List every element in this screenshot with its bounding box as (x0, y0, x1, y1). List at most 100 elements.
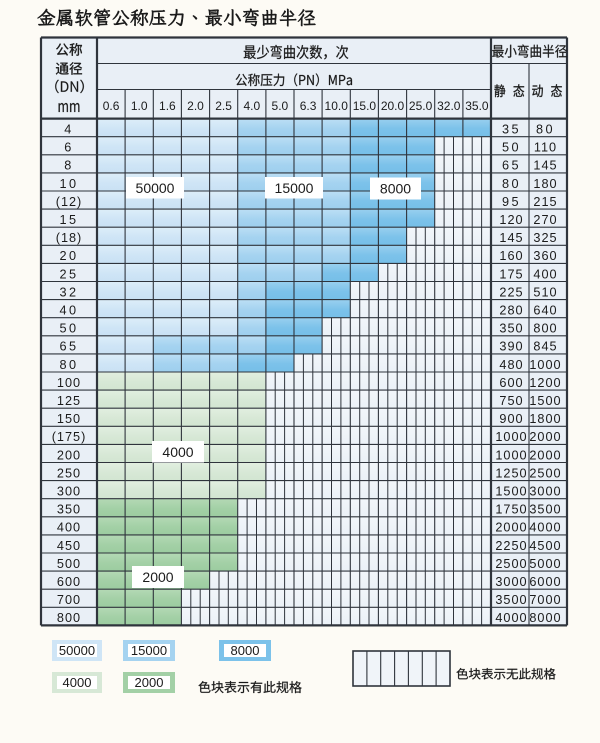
svg-text:20: 20 (60, 249, 79, 263)
svg-text:10.0: 10.0 (325, 99, 349, 113)
svg-text:2250: 2250 (495, 539, 527, 553)
svg-text:2000: 2000 (529, 448, 561, 462)
svg-text:2000: 2000 (529, 430, 561, 444)
svg-text:600: 600 (57, 575, 81, 589)
svg-text:4: 4 (64, 123, 73, 137)
svg-text:750: 750 (499, 394, 523, 408)
svg-text:40: 40 (60, 304, 79, 318)
svg-text:110: 110 (534, 141, 557, 155)
svg-text:150: 150 (57, 412, 81, 426)
svg-text:1750: 1750 (495, 503, 527, 517)
svg-text:450: 450 (57, 539, 81, 553)
svg-text:200: 200 (57, 448, 81, 462)
svg-text:2500: 2500 (495, 557, 527, 571)
svg-text:160: 160 (499, 249, 523, 263)
svg-text:1800: 1800 (529, 412, 561, 426)
svg-text:845: 845 (533, 340, 557, 354)
svg-text:1200: 1200 (529, 376, 561, 390)
svg-text:1000: 1000 (495, 448, 527, 462)
svg-text:(12): (12) (56, 195, 83, 209)
svg-text:225: 225 (499, 285, 523, 299)
svg-text:5.0: 5.0 (272, 99, 289, 113)
svg-text:180: 180 (533, 177, 557, 191)
svg-text:35.0: 35.0 (465, 99, 489, 113)
svg-text:350: 350 (499, 322, 523, 336)
svg-text:1.6: 1.6 (159, 99, 176, 113)
svg-text:3000: 3000 (529, 485, 561, 499)
svg-text:4000: 4000 (495, 611, 527, 625)
svg-text:2000: 2000 (142, 569, 173, 585)
svg-text:80: 80 (502, 177, 521, 191)
svg-text:25: 25 (60, 267, 79, 281)
svg-text:3500: 3500 (529, 503, 561, 517)
svg-text:2000: 2000 (135, 675, 164, 690)
svg-text:15000: 15000 (275, 180, 314, 196)
svg-text:8000: 8000 (529, 611, 561, 625)
svg-text:120: 120 (499, 213, 523, 227)
svg-text:145: 145 (533, 159, 557, 173)
svg-text:500: 500 (57, 557, 81, 571)
svg-text:1000: 1000 (495, 430, 527, 444)
svg-text:390: 390 (499, 340, 523, 354)
svg-text:480: 480 (499, 358, 523, 372)
svg-text:32: 32 (60, 285, 79, 299)
svg-text:215: 215 (533, 195, 557, 209)
svg-text:350: 350 (57, 503, 81, 517)
svg-text:600: 600 (499, 376, 523, 390)
svg-text:250: 250 (57, 466, 81, 480)
svg-text:270: 270 (533, 213, 557, 227)
svg-text:700: 700 (57, 593, 81, 607)
svg-text:2000: 2000 (495, 521, 527, 535)
svg-text:0.6: 0.6 (103, 99, 120, 113)
svg-text:80: 80 (60, 358, 79, 372)
svg-text:50000: 50000 (59, 643, 95, 658)
svg-text:5000: 5000 (529, 557, 561, 571)
svg-text:15000: 15000 (131, 643, 167, 658)
svg-text:125: 125 (57, 394, 81, 408)
svg-text:65: 65 (60, 340, 79, 354)
svg-text:800: 800 (533, 322, 557, 336)
svg-text:50000: 50000 (136, 180, 175, 196)
svg-text:1000: 1000 (529, 358, 561, 372)
svg-text:15.0: 15.0 (353, 99, 377, 113)
svg-text:800: 800 (57, 611, 81, 625)
svg-text:4000: 4000 (529, 521, 561, 535)
svg-text:65: 65 (502, 159, 521, 173)
svg-text:32.0: 32.0 (437, 99, 461, 113)
svg-text:2.5: 2.5 (215, 99, 232, 113)
svg-text:95: 95 (502, 195, 521, 209)
svg-text:640: 640 (533, 304, 557, 318)
svg-text:3500: 3500 (495, 593, 527, 607)
svg-text:1500: 1500 (495, 485, 527, 499)
svg-text:20.0: 20.0 (381, 99, 405, 113)
svg-text:8: 8 (64, 159, 73, 173)
svg-text:4500: 4500 (529, 539, 561, 553)
svg-text:300: 300 (57, 485, 81, 499)
svg-text:280: 280 (499, 304, 523, 318)
svg-text:400: 400 (533, 267, 557, 281)
svg-text:25.0: 25.0 (409, 99, 433, 113)
svg-text:80: 80 (536, 123, 555, 137)
svg-text:1250: 1250 (495, 466, 527, 480)
svg-text:8000: 8000 (231, 643, 260, 658)
svg-text:100: 100 (57, 376, 81, 390)
svg-text:1.0: 1.0 (131, 99, 148, 113)
svg-text:360: 360 (533, 249, 557, 263)
svg-text:900: 900 (499, 412, 523, 426)
svg-text:1500: 1500 (529, 394, 561, 408)
svg-text:2.0: 2.0 (187, 99, 204, 113)
svg-text:6: 6 (64, 141, 73, 155)
svg-text:(18): (18) (56, 231, 83, 245)
svg-text:4000: 4000 (162, 444, 193, 460)
svg-text:6.3: 6.3 (300, 99, 317, 113)
svg-text:145: 145 (499, 231, 523, 245)
svg-text:2500: 2500 (529, 466, 561, 480)
svg-text:325: 325 (533, 231, 557, 245)
svg-text:7000: 7000 (529, 593, 561, 607)
svg-text:175: 175 (499, 267, 523, 281)
svg-text:3000: 3000 (495, 575, 527, 589)
svg-text:35: 35 (502, 123, 521, 137)
svg-text:50: 50 (60, 322, 79, 336)
svg-text:4000: 4000 (63, 675, 92, 690)
svg-text:(175): (175) (52, 430, 87, 444)
